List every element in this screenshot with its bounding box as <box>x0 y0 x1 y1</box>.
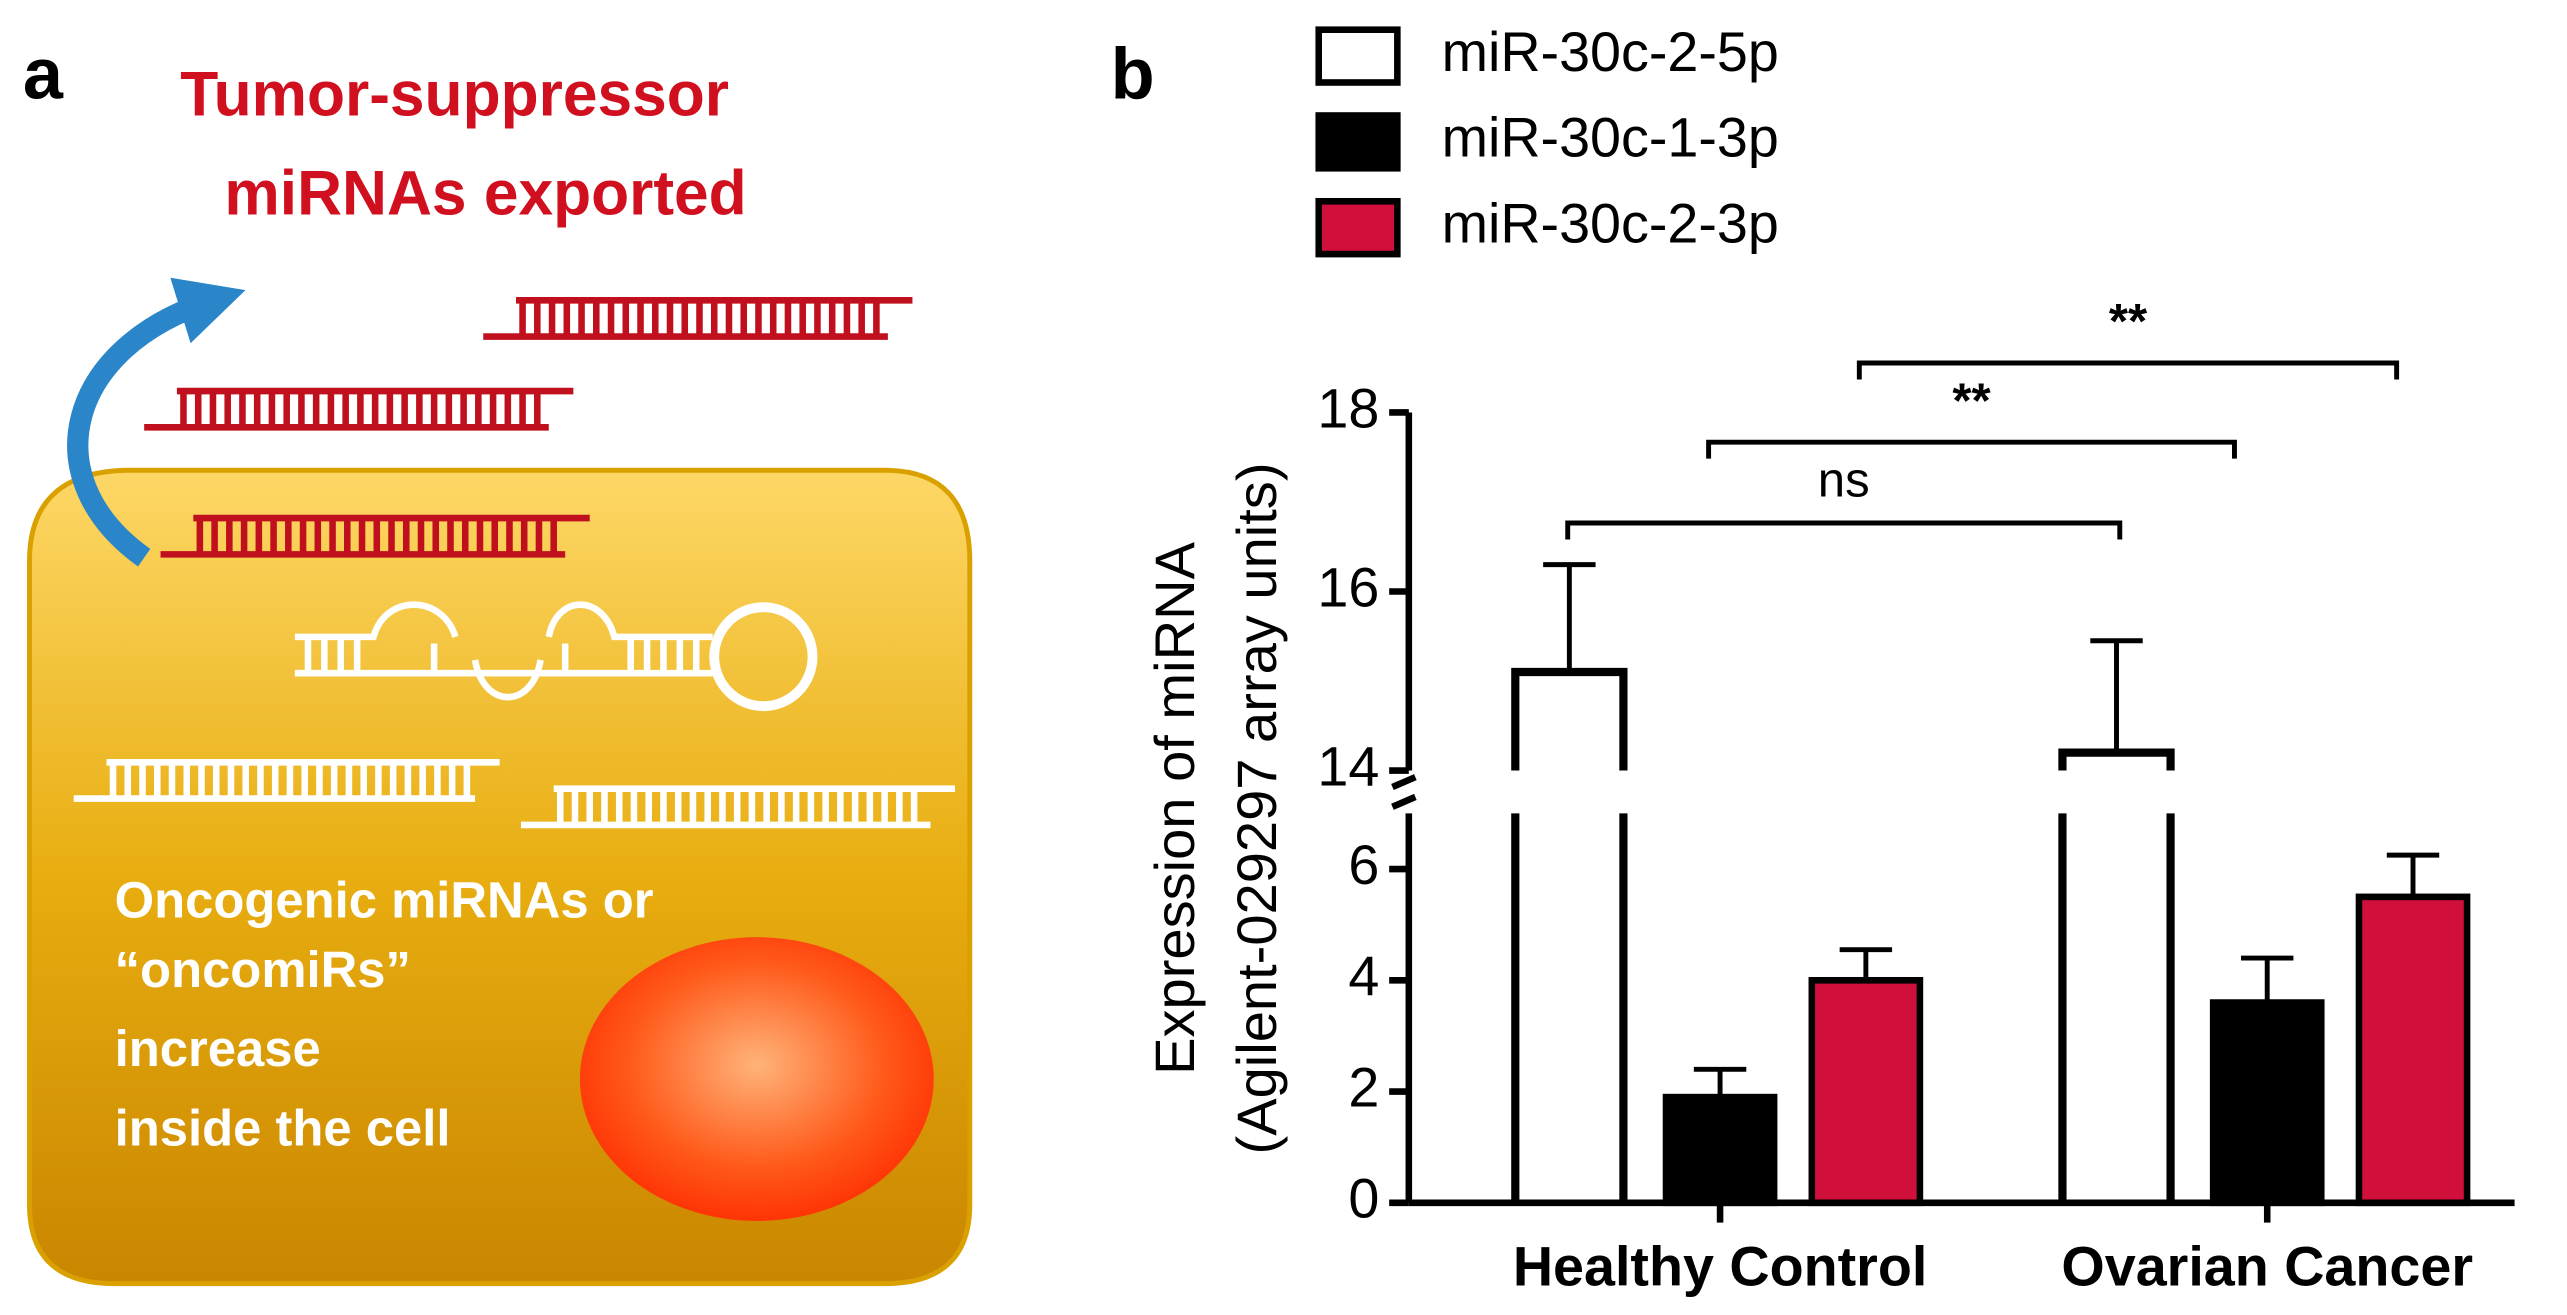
y-axis-label: Expression of miRNA <box>1143 541 1206 1075</box>
x-tick-label: Healthy Control <box>1513 1234 1927 1297</box>
error-bar <box>2241 955 2294 1003</box>
error-bar <box>1543 562 1596 673</box>
legend-swatch <box>1315 197 1401 258</box>
mirna-duplex <box>160 514 590 558</box>
bar <box>2209 999 2325 1207</box>
cell-text: inside the cell <box>115 1099 451 1156</box>
nucleus <box>579 937 934 1221</box>
significance-label: ** <box>2109 294 2148 349</box>
exported-title: Tumor-suppressor <box>180 59 729 129</box>
legend-label: miR-30c-1-3p <box>1442 106 1779 169</box>
bar <box>1808 976 1924 1207</box>
error-bar <box>1693 1066 1747 1098</box>
axis-break <box>1391 774 1417 810</box>
significance-label: ns <box>1818 452 1870 507</box>
x-tick-label: Ovarian Cancer <box>2061 1234 2473 1297</box>
y-tick-label: 14 <box>1317 734 1379 797</box>
legend-swatch <box>1315 112 1401 172</box>
bar-lower <box>1511 813 1628 1203</box>
y-tick-label: 6 <box>1348 833 1379 896</box>
chart: 0 2 4 6 14 16 18 Healthy Control Ovarian Cancer m… <box>1315 20 2515 1297</box>
legend-label: miR-30c-2-3p <box>1442 191 1779 254</box>
legend-swatch <box>1315 26 1401 86</box>
panel-label: b <box>1111 34 1155 114</box>
mirna-duplex <box>144 387 574 431</box>
error-bar <box>2386 852 2440 897</box>
hairpin-loop <box>709 602 818 712</box>
error-bar <box>2090 638 2143 753</box>
y-tick-label: 16 <box>1317 555 1379 618</box>
cell-text: increase <box>115 1020 321 1077</box>
bar-upper <box>2058 748 2175 771</box>
significance-bracket <box>1856 360 2400 380</box>
y-axis-label: (Agilent-029297 array units) <box>1225 462 1288 1154</box>
mirna-duplex <box>483 296 913 340</box>
legend-label: miR-30c-2-5p <box>1442 20 1779 83</box>
cell-text: “oncomiRs” <box>115 941 411 998</box>
significance-label: ** <box>1952 373 1991 428</box>
mirna-duplex <box>73 758 500 802</box>
error-bar <box>1839 947 1893 981</box>
y-tick-label: 18 <box>1317 376 1379 439</box>
significance-bracket <box>1565 520 2123 540</box>
exported-title: miRNAs exported <box>224 158 746 228</box>
y-tick-label: 0 <box>1348 1166 1379 1229</box>
y-tick-label: 4 <box>1348 944 1379 1007</box>
mirna-drawings <box>73 296 956 829</box>
y-tick-label: 2 <box>1348 1055 1379 1118</box>
bar-upper <box>1511 667 1628 771</box>
cell-text: Oncogenic miRNAs or <box>115 872 654 929</box>
bar <box>2355 893 2471 1207</box>
hairpin <box>294 601 713 701</box>
bar-lower <box>2058 813 2175 1203</box>
panel-label: a <box>23 34 64 114</box>
significance-bracket <box>1706 439 2237 459</box>
bar <box>1662 1093 1778 1207</box>
mirna-duplex <box>520 785 956 829</box>
export-arrow <box>67 277 246 567</box>
